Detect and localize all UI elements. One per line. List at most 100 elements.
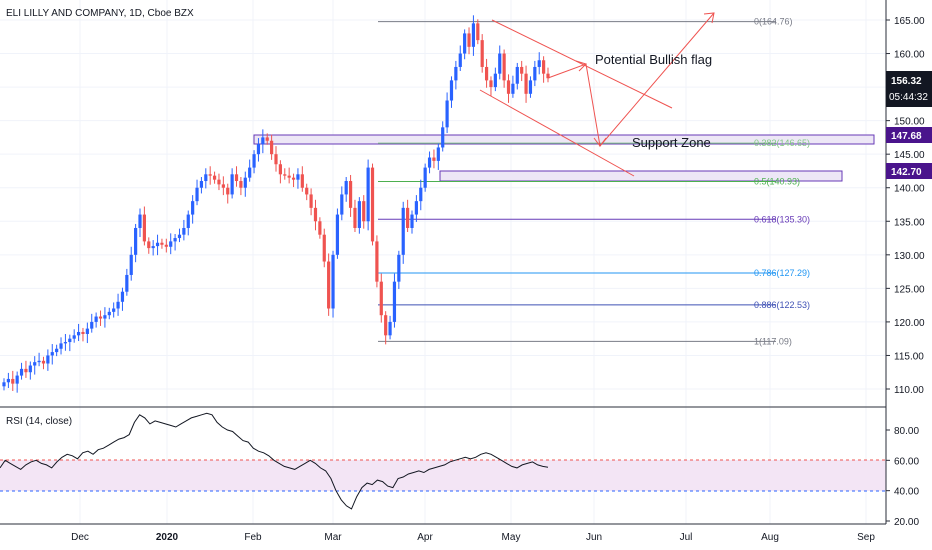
time-tick-label: Mar <box>324 532 342 543</box>
candle-body <box>471 23 476 47</box>
candle-body <box>11 378 15 384</box>
time-tick-label: Jul <box>680 532 693 543</box>
candle-body <box>252 154 256 168</box>
fib-labels: 0(164.76) 0.382(146.65) 0.5(140.93) 0.618(1… <box>754 17 810 347</box>
candle-body <box>348 181 353 208</box>
price-tick-label: 130.00 <box>894 251 925 262</box>
candle-body <box>147 241 151 249</box>
candle-body <box>195 187 199 202</box>
svg-text:142.70: 142.70 <box>891 167 922 178</box>
gridlines <box>0 0 886 524</box>
candle-body <box>515 66 519 84</box>
candle-body <box>261 137 265 145</box>
candle-body <box>41 360 46 364</box>
candle-body <box>24 368 28 373</box>
candle-body <box>72 335 76 339</box>
rsi-tick-label: 20.00 <box>894 517 919 528</box>
candle-body <box>199 181 204 188</box>
support-zone-upper[interactable] <box>253 134 875 145</box>
fib-label: 0.5(140.93) <box>754 176 800 186</box>
candle-body <box>173 238 177 242</box>
candle-body <box>186 214 190 228</box>
candle-body <box>116 301 120 309</box>
candle-body <box>436 147 440 161</box>
rsi-tick-label: 40.00 <box>894 487 919 498</box>
candle-body <box>520 66 524 74</box>
candle-body <box>81 331 85 334</box>
candle-body <box>155 242 160 247</box>
fib-retracement[interactable] <box>378 21 776 342</box>
candle-body <box>432 157 436 161</box>
candle-body <box>489 80 493 88</box>
candle-body <box>357 201 361 228</box>
candle-body <box>300 174 304 188</box>
candle-body <box>230 174 234 195</box>
candle-body <box>90 321 94 329</box>
candle-body <box>270 140 274 155</box>
candle-body <box>160 242 164 245</box>
candle-body <box>177 234 182 239</box>
candle-body <box>182 227 186 235</box>
candle-body <box>265 137 269 141</box>
support-annotation[interactable]: Support Zone <box>632 135 711 150</box>
candle-body <box>120 291 125 302</box>
candle-body <box>340 194 344 215</box>
candle-body <box>305 187 309 195</box>
time-tick-label: Feb <box>244 532 262 543</box>
candle-body <box>379 281 383 316</box>
candle-body <box>112 308 116 312</box>
candle-body <box>502 53 506 81</box>
rsi-axis[interactable]: 80.00 60.00 40.00 20.00 <box>886 426 919 528</box>
candle-body <box>256 144 261 155</box>
candle-body <box>37 360 41 363</box>
fib-label: 0.618(135.30) <box>754 214 810 224</box>
candle-body <box>226 187 230 195</box>
candle-body <box>98 316 103 319</box>
candle-body <box>103 315 107 319</box>
candle-body <box>33 362 37 366</box>
candle-body <box>278 164 282 175</box>
price-tick-label: 120.00 <box>894 318 925 329</box>
candle-body <box>125 274 129 292</box>
candle-body <box>414 201 418 215</box>
time-axis[interactable]: Dec 2020 Feb Mar Apr May Jun Jul Aug Sep <box>71 532 875 543</box>
countdown-value: 05:44:32 <box>889 92 928 103</box>
rsi-line <box>0 412 549 510</box>
time-tick-label: May <box>502 532 521 543</box>
candle-body <box>397 254 401 282</box>
price-tick-label: 160.00 <box>894 50 925 61</box>
candle-body <box>331 254 335 309</box>
candle-body <box>463 33 467 54</box>
candle-body <box>362 201 366 222</box>
price-tick-label: 115.00 <box>894 351 924 362</box>
candle-body <box>274 154 278 165</box>
candle-body <box>68 338 72 343</box>
candle-body <box>59 343 63 349</box>
candle-body <box>15 375 19 384</box>
candle-body <box>537 60 541 67</box>
candle-body <box>498 53 502 74</box>
zone-top-tag: 147.68 <box>886 127 932 143</box>
candle-body <box>55 348 59 353</box>
chart-title: ELI LILLY AND COMPANY, 1D, Cboe BZX <box>6 8 194 19</box>
candle-body <box>19 368 24 376</box>
candle-body <box>217 179 221 185</box>
candle-body <box>191 201 195 215</box>
projection-arrows[interactable] <box>547 12 715 148</box>
price-tick-label: 165.00 <box>894 16 925 27</box>
price-tick-label: 150.00 <box>894 117 925 128</box>
bullish-flag-channel[interactable] <box>479 19 673 177</box>
candle-body <box>221 184 225 188</box>
candle-body <box>427 157 432 168</box>
candle-body <box>322 234 326 262</box>
candles <box>2 15 550 393</box>
candle-body <box>234 174 239 182</box>
time-tick-label: Jun <box>586 532 602 543</box>
fib-label: 0.886(122.53) <box>754 300 810 310</box>
candle-body <box>484 66 489 81</box>
candle-body <box>542 60 546 74</box>
flag-annotation[interactable]: Potential Bullish flag <box>595 52 712 67</box>
time-tick-label: Dec <box>71 532 89 543</box>
